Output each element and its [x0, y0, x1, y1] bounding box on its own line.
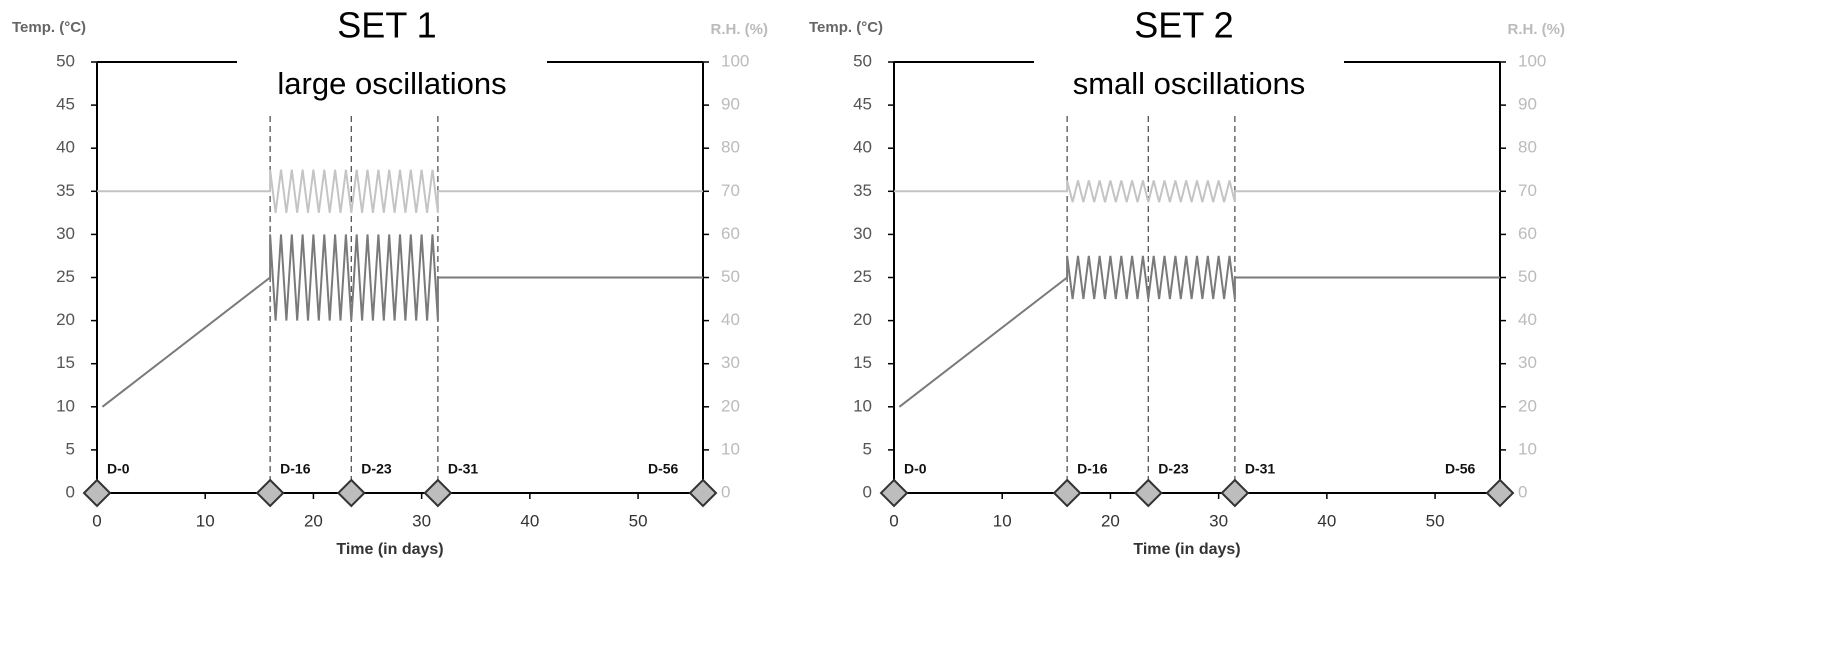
event-marker [255, 478, 285, 508]
x-tick-label: 40 [520, 511, 539, 530]
y-tick-label: 50 [56, 51, 75, 70]
y2-tick-label: 20 [1518, 396, 1537, 415]
y-axis-label: Temp. (°C) [12, 19, 86, 36]
x-tick-label: 40 [1317, 511, 1336, 530]
x-tick-label: 30 [1209, 511, 1228, 530]
event-label: D-31 [1245, 461, 1276, 477]
event-label: D-16 [280, 461, 311, 477]
y-tick-label: 25 [56, 267, 75, 286]
y2-tick-label: 100 [721, 51, 749, 70]
y2-tick-label: 100 [1518, 51, 1546, 70]
event-marker [1220, 478, 1250, 508]
y-tick-label: 20 [56, 310, 75, 329]
event-label: D-23 [361, 461, 392, 477]
y2-tick-label: 10 [1518, 439, 1537, 458]
y-tick-label: 50 [853, 51, 872, 70]
x-axis-label: Time (in days) [1133, 541, 1240, 558]
y2-tick-label: 10 [721, 439, 740, 458]
y-tick-label: 0 [66, 482, 75, 501]
y-tick-label: 40 [853, 138, 872, 157]
event-label: D-23 [1158, 461, 1189, 477]
x-axis-label: Time (in days) [336, 541, 443, 558]
y-tick-label: 25 [853, 267, 872, 286]
chart-title: SET 1 [337, 5, 436, 46]
series-line [101, 234, 703, 408]
x-tick-label: 20 [304, 511, 323, 530]
y-tick-label: 35 [56, 181, 75, 200]
subtitle: small oscillations [1073, 66, 1306, 101]
y-tick-label: 15 [56, 353, 75, 372]
y2-tick-label: 0 [1518, 482, 1527, 501]
event-label: D-56 [648, 461, 679, 477]
x-tick-label: 30 [412, 511, 431, 530]
y-tick-label: 30 [853, 224, 872, 243]
event-marker [1133, 478, 1163, 508]
subtitle-box [1034, 56, 1344, 104]
x-tick-label: 10 [993, 511, 1012, 530]
x-tick-label: 20 [1101, 511, 1120, 530]
y2-tick-label: 60 [721, 224, 740, 243]
series-line [898, 255, 1500, 408]
y-tick-label: 45 [56, 95, 75, 114]
event-marker [336, 478, 366, 508]
series-line [894, 180, 1500, 203]
y2-tick-label: 50 [1518, 267, 1537, 286]
y2-tick-label: 60 [1518, 224, 1537, 243]
x-tick-label: 50 [1426, 511, 1445, 530]
y2-tick-label: 40 [721, 310, 740, 329]
y-tick-label: 5 [863, 439, 872, 458]
y2-axis-label: R.H. (%) [711, 21, 769, 38]
x-tick-label: 50 [629, 511, 648, 530]
y2-tick-label: 30 [721, 353, 740, 372]
event-marker [423, 478, 453, 508]
y-tick-label: 10 [853, 396, 872, 415]
event-label: D-56 [1445, 461, 1476, 477]
y2-tick-label: 40 [1518, 310, 1537, 329]
y-tick-label: 5 [66, 439, 75, 458]
y-tick-label: 45 [853, 95, 872, 114]
y-axis-label: Temp. (°C) [809, 19, 883, 36]
subtitle: large oscillations [277, 66, 506, 101]
y2-tick-label: 90 [721, 95, 740, 114]
x-tick-label: 10 [196, 511, 215, 530]
event-marker [688, 478, 718, 508]
y-tick-label: 15 [853, 353, 872, 372]
y-tick-label: 30 [56, 224, 75, 243]
event-label: D-16 [1077, 461, 1108, 477]
y2-tick-label: 30 [1518, 353, 1537, 372]
y2-axis-label: R.H. (%) [1508, 21, 1566, 38]
chart-title: SET 2 [1134, 5, 1233, 46]
event-marker [82, 478, 112, 508]
y2-tick-label: 80 [721, 138, 740, 157]
y2-tick-label: 70 [1518, 181, 1537, 200]
y2-tick-label: 0 [721, 482, 730, 501]
event-marker [1485, 478, 1515, 508]
y2-tick-label: 70 [721, 181, 740, 200]
y2-tick-label: 50 [721, 267, 740, 286]
event-marker [1052, 478, 1082, 508]
event-label: D-0 [904, 461, 927, 477]
y2-tick-label: 90 [1518, 95, 1537, 114]
y2-tick-label: 80 [1518, 138, 1537, 157]
y2-tick-label: 20 [721, 396, 740, 415]
y-tick-label: 35 [853, 181, 872, 200]
event-marker [879, 478, 909, 508]
y-tick-label: 40 [56, 138, 75, 157]
x-tick-label: 0 [92, 511, 101, 530]
subtitle-box [237, 56, 547, 104]
y-tick-label: 10 [56, 396, 75, 415]
event-label: D-0 [107, 461, 130, 477]
x-tick-label: 0 [889, 511, 898, 530]
series-line [97, 169, 703, 213]
event-label: D-31 [448, 461, 479, 477]
y-tick-label: 20 [853, 310, 872, 329]
y-tick-label: 0 [863, 482, 872, 501]
